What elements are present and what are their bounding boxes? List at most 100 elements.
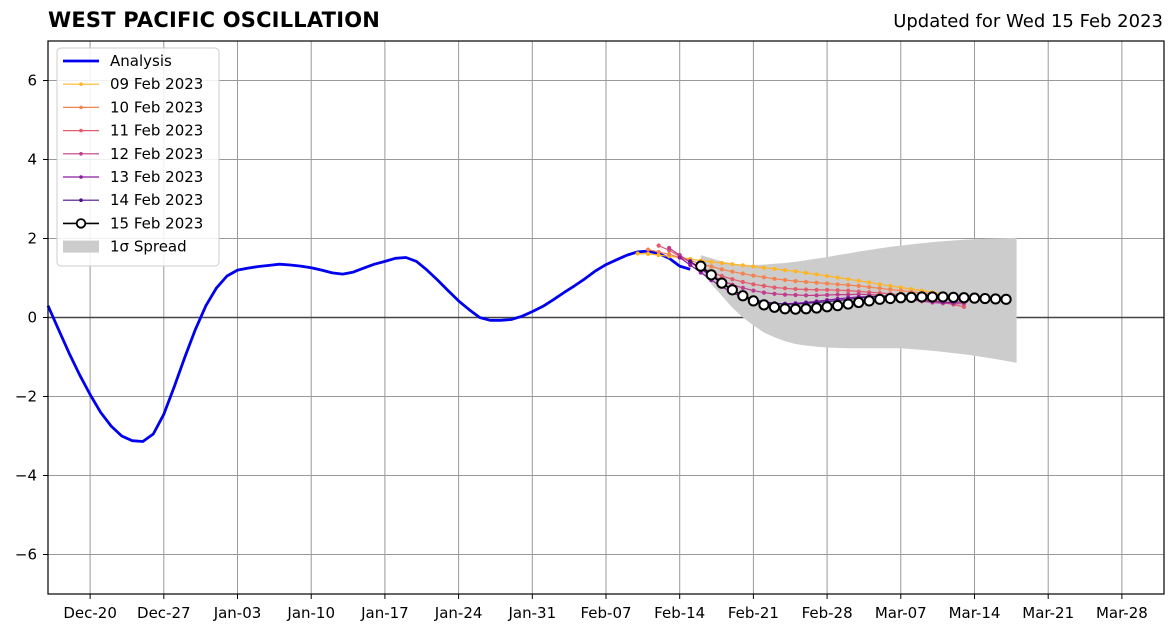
forecast-point [730, 277, 735, 282]
forecast-point [888, 287, 893, 292]
x-tick-label: Jan-10 [286, 604, 335, 622]
y-axis-ticks: −6 −4 −2 0 2 4 6 [15, 72, 48, 564]
forecast-point [867, 284, 872, 290]
legend-box [56, 47, 220, 267]
forecast-point [803, 279, 809, 285]
forecast-point [782, 286, 788, 291]
forecast-point [667, 245, 672, 251]
forecast-point [832, 300, 844, 312]
legend-label: 10 Feb 2023 [110, 98, 203, 116]
forecast-point [740, 285, 745, 290]
y-tick-label: −6 [15, 546, 37, 564]
forecast-point [803, 287, 809, 292]
forecast-point [800, 303, 812, 315]
forecast-point [737, 290, 749, 302]
legend-marker [79, 105, 83, 110]
legend-item: 10 Feb 2023 [63, 98, 203, 116]
legend-marker [75, 218, 87, 229]
forecast-point [730, 262, 735, 267]
x-tick-label: Feb-14 [654, 604, 705, 622]
forecast-point [782, 292, 788, 297]
legend-label: 12 Feb 2023 [110, 145, 203, 163]
legend-marker [79, 82, 83, 86]
forecast-point [779, 303, 791, 315]
legend-marker [79, 175, 83, 179]
forecast-point [656, 249, 661, 255]
forecast-point [740, 279, 745, 285]
x-tick-label: Jan-17 [360, 604, 409, 622]
forecast-point [789, 303, 802, 315]
forecast-point [709, 259, 714, 264]
forecast-point [772, 285, 777, 290]
forecast-point [761, 290, 767, 295]
forecast-point [793, 279, 798, 284]
forecast-15-feb-2023 [695, 260, 1012, 315]
updated-date-label: Updated for Wed 15 Feb 2023 [893, 11, 1163, 32]
forecast-point [688, 262, 693, 268]
legend: Analysis 09 Feb 2023 10 Feb 2023 11 Feb 202… [56, 47, 220, 267]
forecast-point [772, 266, 777, 272]
forecast-point [730, 269, 735, 274]
forecast-point [740, 271, 745, 276]
forecast-point [761, 275, 767, 280]
y-tick-label: 2 [27, 230, 37, 248]
forecast-point [667, 252, 672, 257]
forecast-point [824, 292, 830, 298]
forecast-point [835, 275, 840, 280]
x-tick-label: Feb-07 [580, 604, 631, 622]
forecast-point [814, 287, 819, 292]
forecast-point [846, 277, 851, 282]
legend-label: 15 Feb 2023 [110, 214, 203, 232]
forecast-point [719, 260, 724, 266]
forecast-point [719, 267, 724, 272]
x-tick-label: Mar-28 [1096, 604, 1148, 622]
forecast-point [656, 243, 661, 248]
forecast-point [835, 288, 840, 293]
legend-item: Analysis [63, 52, 172, 70]
legend-item: 15 Feb 2023 [63, 214, 203, 232]
legend-label: 1σ Spread [110, 238, 187, 256]
forecast-point [824, 281, 830, 286]
forecast-point [751, 273, 756, 278]
x-tick-label: Jan-03 [213, 604, 262, 622]
y-tick-label: 4 [27, 151, 37, 169]
forecast-point [705, 269, 717, 281]
forecast-point [814, 293, 819, 298]
forecast-point [688, 259, 693, 264]
x-tick-label: Feb-21 [728, 604, 779, 622]
forecast-point [751, 264, 756, 269]
legend-item: 11 Feb 2023 [63, 122, 203, 140]
forecast-point [772, 291, 777, 296]
forecast-point [803, 293, 809, 298]
forecast-point [761, 265, 767, 270]
forecast-point [916, 291, 928, 303]
forecast-point [898, 288, 903, 293]
forecast-point [958, 292, 970, 304]
x-tick-label: Dec-20 [63, 604, 117, 622]
forecast-point [937, 291, 949, 303]
forecast-point [747, 295, 759, 307]
forecast-point [1000, 293, 1012, 305]
forecast-point [856, 278, 861, 283]
legend-label: 13 Feb 2023 [110, 168, 203, 186]
legend-label: Analysis [110, 52, 172, 70]
forecast-point [835, 282, 840, 287]
forecast-point [853, 296, 865, 309]
y-tick-label: 6 [27, 72, 37, 90]
y-tick-label: −4 [15, 467, 37, 485]
forecast-point [842, 298, 854, 310]
forecast-point [677, 255, 682, 260]
legend-item: 12 Feb 2023 [63, 145, 203, 163]
forecast-point [814, 280, 819, 285]
forecast-point [772, 276, 777, 281]
y-tick-label: 0 [27, 309, 37, 327]
forecast-point [863, 295, 875, 307]
forecast-point [810, 302, 823, 314]
forecast-point [814, 272, 819, 277]
forecast-point [758, 299, 770, 311]
analysis-line [46, 249, 691, 443]
forecast-point [768, 301, 781, 313]
chart-title: WEST PACIFIC OSCILLATION [48, 8, 381, 32]
forecast-point [888, 283, 893, 289]
